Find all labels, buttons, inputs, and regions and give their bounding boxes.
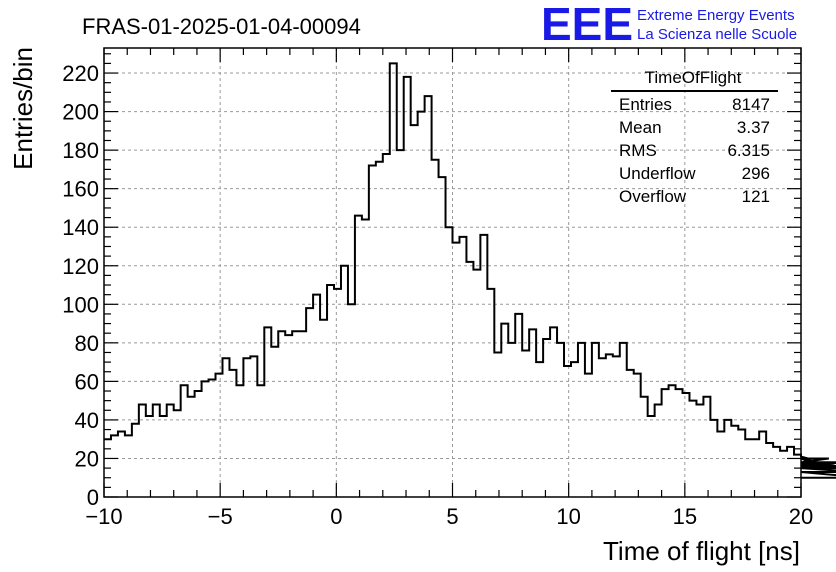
y-tick-label: 120 xyxy=(62,254,99,279)
stats-row-value: 296 xyxy=(742,164,770,183)
eee-branding: EEE Extreme Energy Events La Scienza nel… xyxy=(541,0,797,50)
y-tick-label: 80 xyxy=(75,331,99,356)
stats-row-label: Underflow xyxy=(619,164,696,183)
y-tick-label: 40 xyxy=(75,408,99,433)
y-tick-label: 180 xyxy=(62,138,99,163)
stats-row-value: 8147 xyxy=(732,95,770,114)
x-tick-label: 15 xyxy=(673,504,697,529)
chart-title: FRAS-01-2025-01-04-00094 xyxy=(82,14,361,39)
axis-tick-labels: −10 −5 0 5 10 15 20020406080100120140160180200… xyxy=(62,61,813,529)
x-tick-label: −10 xyxy=(85,504,122,529)
grid-lines xyxy=(104,48,801,497)
axis-ticks xyxy=(103,48,802,498)
stats-row-value: 3.37 xyxy=(737,118,770,137)
y-tick-label: 140 xyxy=(62,215,99,240)
stats-row-value: 6.315 xyxy=(727,141,770,160)
stats-row-label: Mean xyxy=(619,118,662,137)
x-axis-label: Time of flight [ns] xyxy=(603,536,800,566)
branding-line-2: La Scienza nelle Scuole xyxy=(637,26,797,43)
y-tick-label: 20 xyxy=(75,446,99,471)
stats-row-label: Overflow xyxy=(619,187,687,206)
histogram-series xyxy=(104,62,836,479)
stats-row-value: 121 xyxy=(742,187,770,206)
eee-logo: EEE xyxy=(541,0,633,50)
y-axis-label: Entries/bin xyxy=(8,47,38,170)
stats-row-label: RMS xyxy=(619,141,657,160)
y-tick-label: 60 xyxy=(75,369,99,394)
x-tick-label: −5 xyxy=(208,504,233,529)
branding-line-1: Extreme Energy Events xyxy=(637,7,795,24)
stats-rows: Entries 8147 Mean 3.37 RMS 6.315 Underflow 296 O… xyxy=(619,95,770,206)
x-tick-label: 10 xyxy=(556,504,580,529)
x-tick-label: 5 xyxy=(446,504,458,529)
y-tick-label: 100 xyxy=(62,292,99,317)
stats-box: TimeOfFlight Entries 8147 Mean 3.37 RMS 6.315… xyxy=(611,68,778,206)
stats-box-title: TimeOfFlight xyxy=(645,68,742,87)
y-tick-label: 200 xyxy=(62,100,99,125)
x-tick-label: 0 xyxy=(330,504,342,529)
x-tick-label: 20 xyxy=(789,504,813,529)
stats-row-label: Entries xyxy=(619,95,672,114)
y-tick-label: 0 xyxy=(87,485,99,510)
y-tick-label: 160 xyxy=(62,177,99,202)
y-tick-label: 220 xyxy=(62,61,99,86)
